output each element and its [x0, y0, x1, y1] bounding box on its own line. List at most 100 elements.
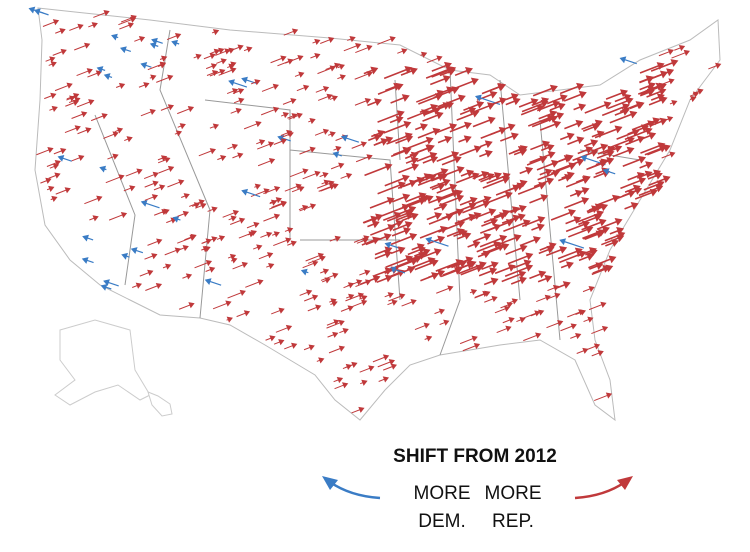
- shift-arrow: [377, 36, 396, 45]
- shift-arrow: [411, 243, 425, 252]
- shift-arrow: [478, 267, 498, 277]
- shift-arrow: [389, 266, 406, 274]
- shift-arrow: [416, 151, 438, 163]
- shift-arrow: [230, 217, 246, 225]
- shift-arrow: [460, 169, 475, 178]
- shift-arrow: [624, 127, 653, 141]
- shift-arrow: [49, 163, 60, 170]
- shift-arrow: [529, 151, 556, 164]
- shift-arrow: [391, 227, 411, 237]
- shift-arrow: [485, 191, 513, 204]
- shift-arrow: [120, 46, 132, 54]
- shift-arrow: [414, 259, 439, 271]
- shift-arrow: [144, 180, 159, 188]
- shift-arrow: [103, 131, 119, 139]
- shift-arrow: [559, 82, 585, 95]
- shift-arrow: [501, 270, 527, 283]
- shift-arrow: [156, 74, 174, 83]
- shift-arrow: [44, 92, 57, 100]
- shift-arrow: [147, 238, 163, 246]
- shift-arrow: [277, 58, 294, 67]
- shift-arrow: [612, 146, 635, 158]
- shift-arrow: [588, 159, 608, 170]
- shift-arrow: [578, 213, 602, 226]
- shift-arrow: [483, 212, 508, 224]
- shift-arrow: [230, 257, 238, 264]
- shift-arrow: [299, 146, 316, 155]
- shift-arrow: [144, 194, 159, 201]
- shift-arrow: [367, 220, 380, 229]
- shift-arrow: [567, 309, 585, 318]
- shift-arrow: [40, 177, 52, 184]
- shift-arrow: [382, 363, 398, 371]
- shift-arrow: [118, 16, 137, 26]
- shift-arrow: [203, 53, 216, 60]
- shift-arrow: [664, 116, 674, 123]
- shift-arrow: [230, 107, 242, 115]
- legend-left-line1: MORE: [414, 483, 471, 504]
- shift-arrow: [426, 102, 451, 114]
- shift-arrow: [319, 172, 329, 179]
- shift-arrow: [392, 221, 413, 231]
- shift-arrow: [639, 81, 656, 91]
- shift-arrow: [308, 117, 316, 125]
- shift-arrow: [422, 111, 444, 122]
- shift-arrow: [519, 236, 541, 247]
- shift-arrow: [456, 232, 472, 240]
- shift-arrow: [454, 66, 473, 77]
- shift-arrow: [561, 171, 575, 180]
- shift-arrow: [507, 252, 534, 265]
- shift-arrow: [289, 168, 309, 178]
- shift-arrow: [643, 180, 665, 191]
- shift-arrow: [71, 111, 88, 119]
- shift-arrow: [250, 79, 261, 86]
- shift-arrow: [458, 135, 472, 144]
- shift-arrow: [241, 188, 261, 198]
- shift-arrow: [132, 282, 142, 289]
- shift-arrow: [384, 292, 394, 299]
- shift-arrow: [398, 163, 420, 174]
- shift-arrow: [538, 245, 555, 255]
- shift-arrow: [370, 129, 386, 138]
- shift-arrow: [147, 61, 167, 71]
- shift-arrow: [158, 165, 175, 174]
- shift-arrow: [479, 140, 493, 149]
- shift-arrow: [193, 53, 202, 60]
- shift-arrow: [124, 136, 133, 143]
- shift-arrow: [55, 28, 66, 35]
- shift-arrow: [164, 247, 181, 256]
- shift-arrow: [227, 289, 246, 299]
- shift-arrow: [386, 132, 413, 145]
- shift-arrow: [243, 120, 262, 130]
- shift-arrow: [115, 82, 126, 90]
- shift-arrow: [139, 269, 154, 277]
- shift-arrow: [182, 273, 193, 280]
- shift-arrow: [48, 172, 61, 179]
- shift-arrow: [329, 95, 338, 102]
- shift-arrow: [498, 234, 522, 245]
- shift-arrow: [496, 325, 512, 334]
- shift-arrow: [233, 97, 245, 104]
- shift-arrow: [247, 231, 255, 238]
- shift-arrow: [100, 283, 112, 291]
- shift-arrow: [205, 63, 218, 70]
- shift-arrow: [291, 185, 305, 193]
- shift-arrow: [89, 215, 99, 222]
- shift-arrow: [576, 347, 589, 354]
- shift-arrow: [360, 379, 368, 386]
- shift-arrow: [396, 257, 419, 269]
- shift-arrow: [639, 88, 655, 97]
- shift-arrow: [559, 238, 585, 249]
- shift-arrow: [406, 257, 436, 271]
- shift-arrow: [560, 261, 574, 270]
- shift-arrow: [326, 319, 345, 329]
- legend-right-line2: REP.: [492, 511, 534, 532]
- shift-arrow: [296, 84, 310, 92]
- shift-arrow: [431, 61, 452, 72]
- shift-arrow: [320, 183, 339, 192]
- shift-arrow: [537, 169, 561, 181]
- shift-arrow: [438, 220, 466, 233]
- shift-arrow: [382, 211, 402, 222]
- shift-arrow: [254, 183, 261, 190]
- shift-arrow: [434, 308, 446, 315]
